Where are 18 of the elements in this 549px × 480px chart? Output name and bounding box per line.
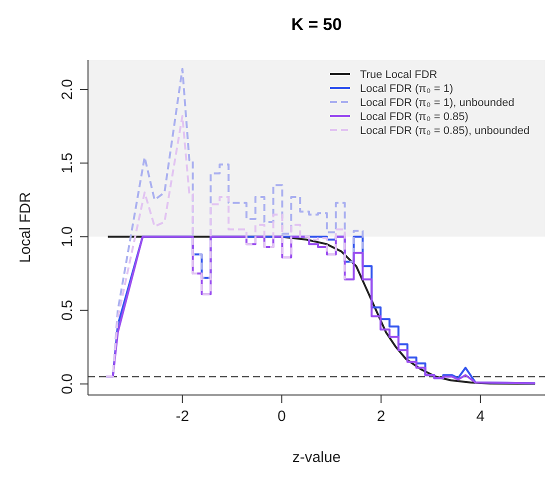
y-tick-label: 1.5 bbox=[59, 152, 76, 174]
y-tick-label: 0.5 bbox=[59, 300, 76, 321]
legend-label: Local FDR (π₀ = 0.85), unbounded bbox=[360, 125, 530, 137]
x-tick-label: 4 bbox=[476, 408, 485, 425]
legend-label: Local FDR (π₀ = 0.85) bbox=[360, 111, 468, 123]
y-tick-label: 0.0 bbox=[59, 374, 76, 394]
legend-label: True Local FDR bbox=[360, 69, 438, 81]
x-tick-label: 2 bbox=[376, 408, 386, 425]
y-tick-label: 1.0 bbox=[59, 226, 76, 248]
x-axis-title: z-value bbox=[292, 449, 341, 466]
x-tick-label: 0 bbox=[278, 408, 286, 425]
y-axis-title: Local FDR bbox=[17, 192, 34, 263]
chart-title: K = 50 bbox=[291, 15, 342, 34]
x-tick-label: -2 bbox=[176, 408, 190, 425]
line-series bbox=[105, 114, 346, 378]
y-tick-label: 2.0 bbox=[59, 79, 76, 100]
legend-label: Local FDR (π₀ = 1) bbox=[360, 83, 454, 95]
legend-label: Local FDR (π₀ = 1), unbounded bbox=[360, 97, 514, 109]
